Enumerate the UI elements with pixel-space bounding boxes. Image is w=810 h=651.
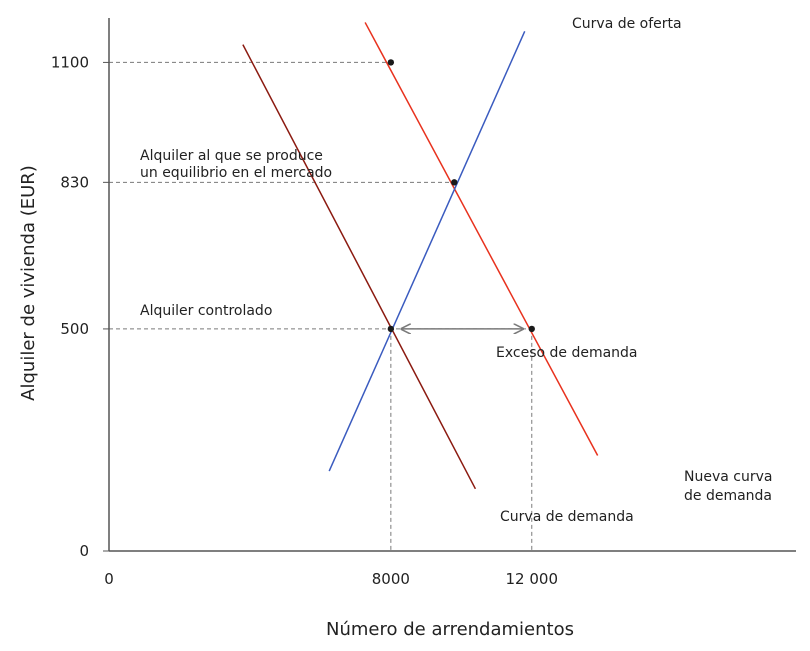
data-point xyxy=(387,59,395,66)
x-tick-label: 0 xyxy=(104,570,114,588)
x-tick-label: 12 000 xyxy=(506,570,559,588)
excess-demand-label: Exceso de demanda xyxy=(496,345,638,361)
y-tick-label: 0 xyxy=(79,542,89,560)
series-line xyxy=(364,22,599,456)
series-line xyxy=(242,44,477,490)
y-axis-title: Alquiler de vivienda (EUR) xyxy=(18,165,39,401)
data-point xyxy=(387,325,395,333)
x-tick-label: 8000 xyxy=(372,570,410,588)
demand-curve-label: Curva de demanda xyxy=(500,509,634,525)
curves xyxy=(242,22,599,490)
controlled-rent-label: Alquiler controlado xyxy=(140,303,272,319)
data-point xyxy=(451,179,458,186)
x-axis-title: Número de arrendamientos xyxy=(326,619,574,640)
data-point xyxy=(528,325,535,333)
points xyxy=(387,59,535,333)
y-tick-label: 1100 xyxy=(51,53,89,71)
y-tick-label: 830 xyxy=(60,173,89,191)
tick-labels: 0 500 830 1100 0 8000 12 000 xyxy=(51,53,558,588)
equilibrium-label-line-2: un equilibrio en el mercado xyxy=(140,165,332,181)
equilibrium-label-line-1: Alquiler al que se produce xyxy=(140,148,323,164)
supply-curve-label: Curva de oferta xyxy=(572,16,682,32)
series-line xyxy=(328,31,526,472)
new-demand-label-line-2: de demanda xyxy=(684,488,772,504)
new-demand-label-line-1: Nueva curva xyxy=(684,469,772,485)
y-tick-label: 500 xyxy=(60,320,89,338)
